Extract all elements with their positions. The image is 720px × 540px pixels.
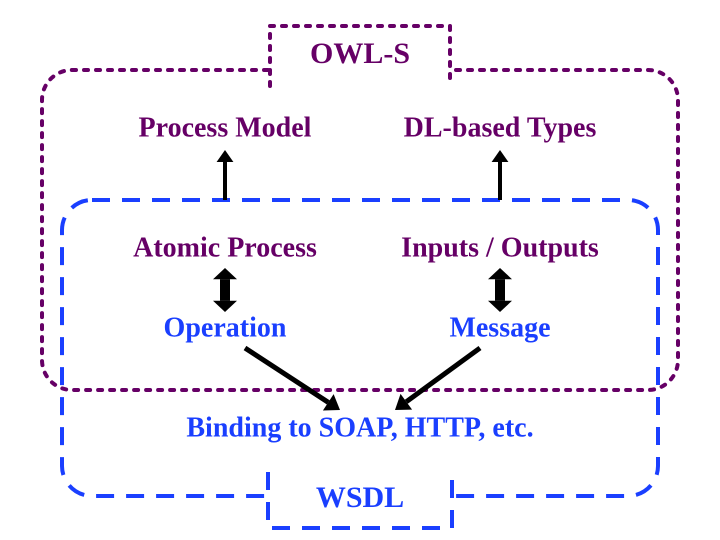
- owls-title-label: OWL-S: [310, 37, 410, 70]
- operation-label: Operation: [164, 312, 287, 343]
- message-label: Message: [449, 312, 550, 343]
- atomic-process-label: Atomic Process: [133, 232, 317, 263]
- dl-based-types-label: DL-based Types: [404, 112, 597, 143]
- binding-label: Binding to SOAP, HTTP, etc.: [186, 412, 533, 443]
- inputs-outputs-label: Inputs / Outputs: [401, 232, 599, 263]
- process-model-label: Process Model: [139, 112, 312, 143]
- wsdl-title-label: WSDL: [316, 481, 404, 514]
